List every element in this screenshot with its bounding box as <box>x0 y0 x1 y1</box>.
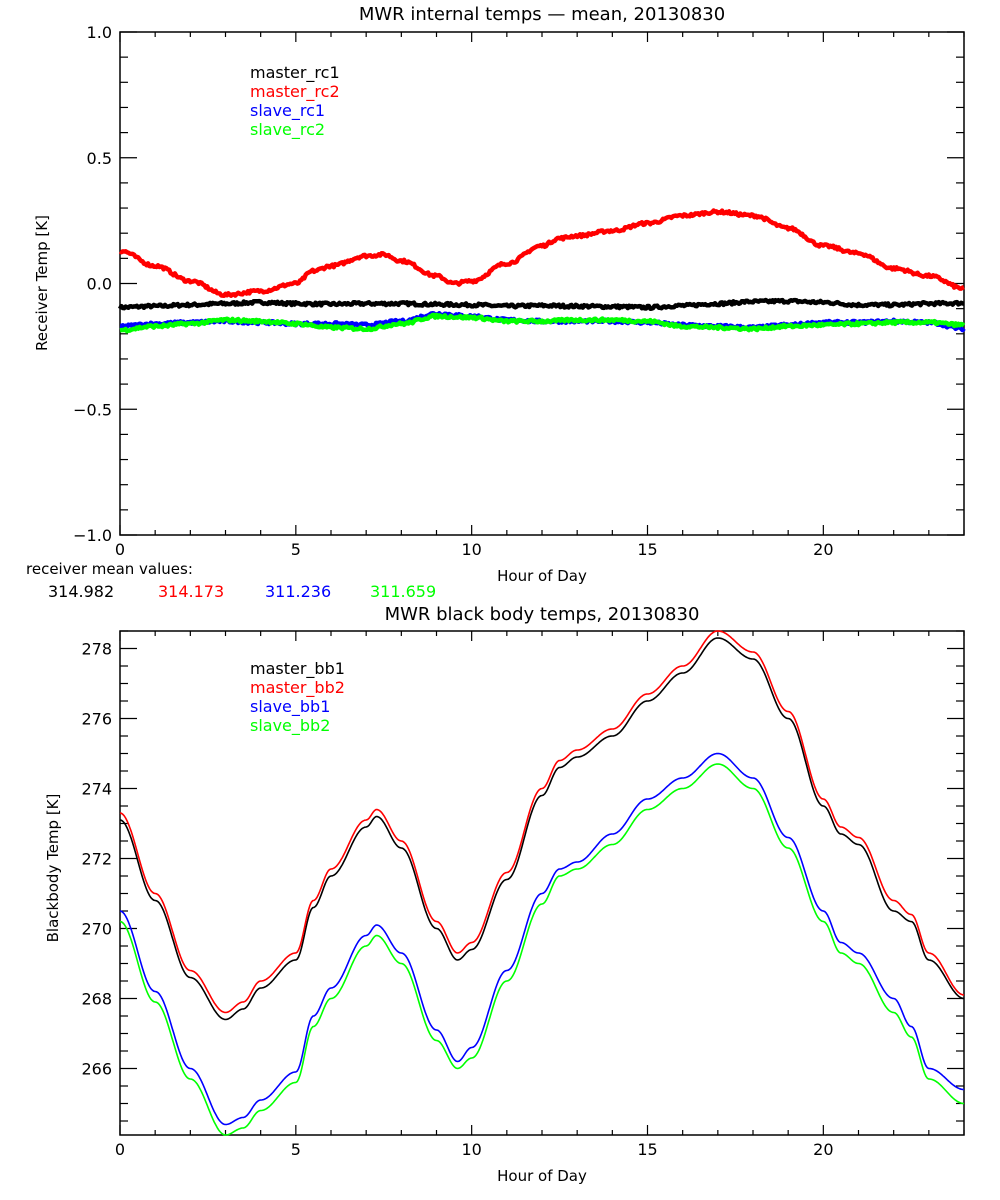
legend-item: slave_rc1 <box>250 101 325 121</box>
x-axis-label: Hour of Day <box>497 567 587 585</box>
annotation-values: 314.982 314.173 311.236 311.659 <box>48 582 436 601</box>
legend-item: master_rc1 <box>250 63 340 83</box>
receiver-temp-chart: MWR internal temps — mean, 20130830 −1.0… <box>26 4 966 601</box>
x-tick-labels: 0 5 10 15 20 <box>115 540 834 559</box>
y-tick-label: −1.0 <box>73 526 112 545</box>
y-tick-labels: −1.0 −0.5 0.0 0.5 1.0 <box>73 23 112 545</box>
y-axis-label: Receiver Temp [K] <box>33 215 51 351</box>
series-line-master-rc1 <box>117 297 965 311</box>
annotation-label: receiver mean values: <box>26 560 193 578</box>
chart-title: MWR internal temps — mean, 20130830 <box>359 4 725 25</box>
blackbody-temp-chart: MWR black body temps, 20130830 266 268 270… <box>44 604 965 1185</box>
series-lines <box>117 208 966 334</box>
y-tick-label: 272 <box>81 850 112 869</box>
series-line-master-bb1 <box>119 637 965 1021</box>
x-tick-label: 0 <box>115 1140 125 1159</box>
y-tick-label: 270 <box>81 920 112 939</box>
legend-item: slave_bb1 <box>250 697 330 717</box>
legend-item: slave_rc2 <box>250 120 325 140</box>
receiver-mean-value: 314.173 <box>158 582 224 601</box>
series-line-slave-rc2 <box>119 312 966 334</box>
plot-frame <box>119 630 965 1136</box>
x-axis-label: Hour of Day <box>497 1167 587 1185</box>
y-tick-label: 1.0 <box>87 23 112 42</box>
y-tick-label: 268 <box>81 990 112 1009</box>
receiver-mean-value: 311.236 <box>265 582 331 601</box>
y-axis-label: Blackbody Temp [K] <box>44 794 62 943</box>
x-tick-label: 20 <box>813 1140 833 1159</box>
axis-ticks <box>119 630 965 1135</box>
x-tick-label: 5 <box>291 540 301 559</box>
axis-ticks <box>119 31 965 536</box>
x-tick-label: 15 <box>637 1140 657 1159</box>
y-tick-label: 266 <box>81 1060 112 1079</box>
legend-item: master_bb2 <box>250 678 345 698</box>
series-line-slave-bb2 <box>119 763 965 1136</box>
x-tick-label: 20 <box>813 540 833 559</box>
x-tick-label: 10 <box>461 540 481 559</box>
y-tick-labels: 266 268 270 272 274 276 278 <box>81 640 112 1079</box>
receiver-mean-value: 311.659 <box>370 582 436 601</box>
y-tick-label: 274 <box>81 780 112 799</box>
series-line-master-rc2 <box>118 208 965 298</box>
receiver-mean-value: 314.982 <box>48 582 114 601</box>
x-tick-label: 10 <box>461 1140 481 1159</box>
y-tick-label: 0.5 <box>87 149 112 168</box>
legend-item: master_bb1 <box>250 659 345 679</box>
series-lines <box>119 630 965 1136</box>
series-line-master-bb2 <box>119 630 965 1014</box>
y-tick-label: −0.5 <box>73 400 112 419</box>
legend-item: master_rc2 <box>250 82 340 102</box>
y-tick-label: 278 <box>81 640 112 659</box>
plot-frame <box>119 31 965 536</box>
series-line-slave-bb1 <box>119 752 965 1126</box>
x-tick-labels: 0 5 10 15 20 <box>115 1140 834 1159</box>
y-tick-label: 0.0 <box>87 275 112 294</box>
x-tick-label: 5 <box>291 1140 301 1159</box>
chart-title: MWR black body temps, 20130830 <box>385 604 700 625</box>
legend-item: slave_bb2 <box>250 716 330 736</box>
x-tick-label: 15 <box>637 540 657 559</box>
y-tick-label: 276 <box>81 710 112 729</box>
x-tick-label: 0 <box>115 540 125 559</box>
